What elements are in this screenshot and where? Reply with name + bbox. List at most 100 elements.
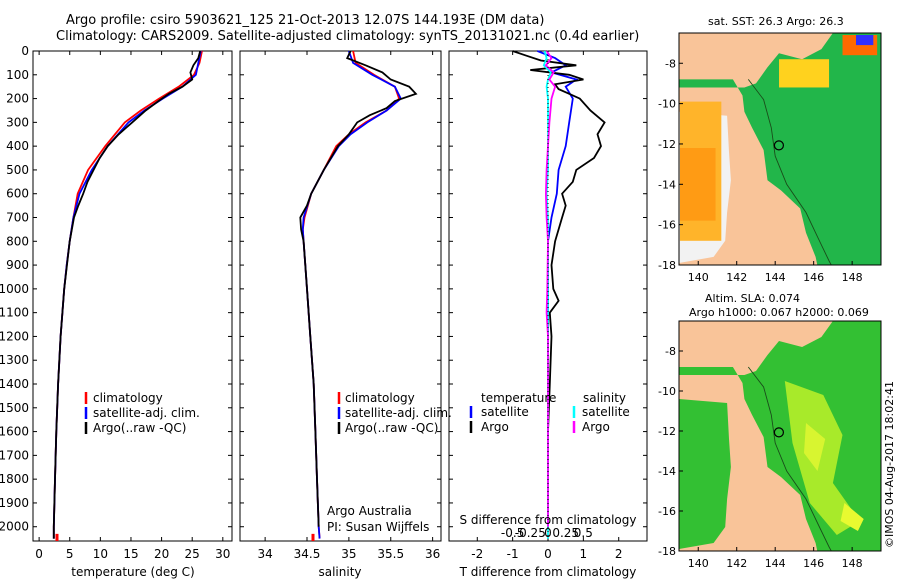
x-tick-label: 36 <box>425 547 440 561</box>
y-tick-label: 2000 <box>0 520 29 534</box>
s-tick-label: 0.5 <box>574 526 593 540</box>
x-tick-label: 34.5 <box>294 547 321 561</box>
y-tick-label: 200 <box>6 92 29 106</box>
x-tick-label: 35.5 <box>377 547 404 561</box>
x-tick-label: 35 <box>341 547 356 561</box>
y-tick-label: 1900 <box>0 496 29 510</box>
y-tick-label: 1000 <box>0 282 29 296</box>
legend-t-satellite-label: satellite <box>481 405 529 419</box>
y-tick-label: -14 <box>658 465 676 478</box>
x-tick-label: 142 <box>726 557 747 570</box>
y-tick-label: 0 <box>21 44 29 58</box>
x-tick-label: 148 <box>842 557 863 570</box>
isobath-contour <box>747 79 832 265</box>
map-frame <box>678 32 882 266</box>
s-tick-label: -0.25 <box>515 526 546 540</box>
legend-s-argo-label: Argo <box>582 420 610 434</box>
y-tick-label: -12 <box>658 138 676 151</box>
y-tick-label: 1300 <box>0 353 29 367</box>
difference-legend: temperature salinity satellite Argo sate… <box>469 391 630 434</box>
x-tick-label: 144 <box>765 271 786 284</box>
salinity-panel: 34 34.5 35 35.5 36 salinity <box>239 50 442 579</box>
x-tick-label: 0 <box>35 547 43 561</box>
legend-argo-label: Argo(..raw -QC) <box>345 421 438 435</box>
x-tick-label: -2 <box>471 547 483 561</box>
y-tick-label: 400 <box>6 139 29 153</box>
x-tick-label: 20 <box>154 547 169 561</box>
y-tick-label: 1600 <box>0 425 29 439</box>
series-line-black <box>299 50 418 527</box>
map-content <box>679 321 881 551</box>
gulf-ocean <box>679 399 731 549</box>
imos-stamp: ©IMOS 04-Aug-2017 18:02:41 <box>883 381 896 548</box>
credit-line1: Argo Australia <box>327 504 412 518</box>
x-tick-label: 148 <box>842 271 863 284</box>
series-line-blue <box>537 50 579 527</box>
figure-title-line2: Climatology: CARS2009. Satellite-adjuste… <box>56 29 640 44</box>
series-line-black <box>52 50 202 539</box>
series-line-black <box>512 50 606 527</box>
series-line-magenta <box>544 50 557 527</box>
series-line-blue <box>301 50 402 539</box>
argo-position-marker <box>773 427 785 438</box>
legend-temperature-heading: temperature <box>481 391 556 405</box>
y-tick-label: 900 <box>6 258 29 272</box>
high-sla-band <box>784 381 860 535</box>
y-tick-label: -18 <box>658 259 676 272</box>
x-tick-label: 140 <box>688 271 709 284</box>
y-tick-label: 1500 <box>0 401 29 415</box>
x-tick-label: 146 <box>803 271 824 284</box>
y-tick-label: -14 <box>658 178 676 191</box>
x-tick-label: 2 <box>615 547 623 561</box>
isobath-contour <box>747 366 832 551</box>
y-tick-label: -12 <box>658 425 676 438</box>
map-top-title: sat. SST: 26.3 Argo: 26.3 <box>708 15 844 28</box>
argo-position-marker <box>773 140 785 151</box>
y-tick-label: 700 <box>6 211 29 225</box>
map-bottom-title1: Altim. SLA: 0.074 <box>705 292 800 305</box>
map-frame <box>678 320 882 552</box>
x-axis-label: temperature (deg C) <box>71 565 194 579</box>
y-tick-label: 1400 <box>0 377 29 391</box>
s-tick-label: -0.5 <box>501 526 524 540</box>
s-tick-label: 0.25 <box>552 526 579 540</box>
y-tick-label: -16 <box>658 219 676 232</box>
y-tick-label: 1200 <box>0 329 29 343</box>
map-content <box>679 33 881 265</box>
x-tick-label: 10 <box>93 547 108 561</box>
y-tick-label: 800 <box>6 234 29 248</box>
y-tick-label: 300 <box>6 115 29 129</box>
salinity-legend: climatology satellite-adj. clim. Argo(..… <box>327 391 452 534</box>
difference-panel: -2 -1 0 1 2-0.5-0.250 0.250.5S difference fro… <box>448 50 648 579</box>
north-warm-patch <box>779 59 830 88</box>
y-tick-label: 1100 <box>0 306 29 320</box>
y-tick-label: -8 <box>665 345 676 358</box>
y-tick-label: 1700 <box>0 448 29 462</box>
corner-cold-patch <box>855 35 874 46</box>
x-axis-label: salinity <box>318 565 361 579</box>
high-sla-core <box>840 503 864 531</box>
legend-climatology-label: climatology <box>93 391 163 405</box>
legend-t-argo-label: Argo <box>481 420 509 434</box>
y-tick-label: -18 <box>658 545 676 558</box>
y-tick-label: -16 <box>658 505 676 518</box>
x-tick-label: 34 <box>257 547 272 561</box>
legend-climatology-label: climatology <box>345 391 415 405</box>
x-tick-label: 15 <box>123 547 138 561</box>
x-tick-label: 140 <box>688 557 709 570</box>
x-tick-label: 0 <box>544 547 552 561</box>
s-tick-label: 0 <box>544 526 552 540</box>
y-tick-label: 1800 <box>0 472 29 486</box>
temperature-legend: climatology satellite-adj. clim. Argo(..… <box>84 391 200 435</box>
t-axis-label: T difference from climatology <box>459 565 637 579</box>
x-tick-label: 1 <box>580 547 588 561</box>
y-tick-label: -10 <box>658 98 676 111</box>
gulf-hot-patch <box>679 147 716 221</box>
x-tick-label: 146 <box>803 557 824 570</box>
panel-frame <box>32 50 233 542</box>
y-tick-label: -10 <box>658 385 676 398</box>
x-tick-label: 144 <box>765 557 786 570</box>
legend-argo-label: Argo(..raw -QC) <box>93 421 186 435</box>
sst-map-panel: 140 142 144 146 148 -8 -10 -12 -14 -16 -18 <box>658 32 882 284</box>
